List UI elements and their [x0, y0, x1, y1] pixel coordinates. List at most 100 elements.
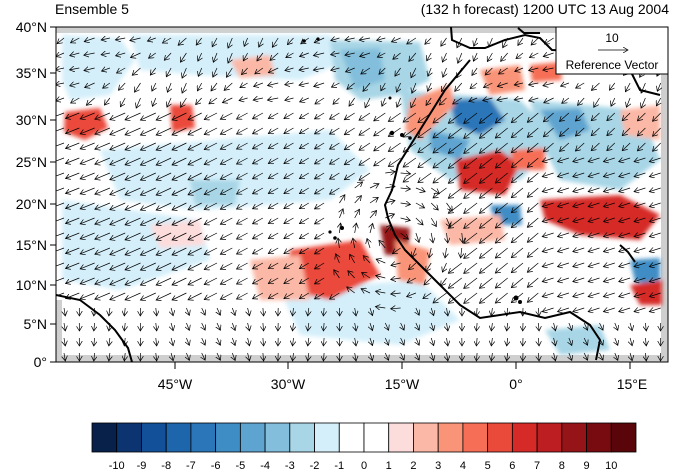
wind-vector — [212, 37, 218, 47]
wind-vector — [344, 172, 355, 180]
wind-vector — [124, 337, 125, 346]
wind-vector — [213, 67, 217, 77]
wind-vector — [433, 112, 447, 123]
wind-vector — [110, 247, 126, 255]
wind-vector — [391, 278, 401, 280]
wind-vector — [299, 157, 309, 164]
wind-vector — [268, 292, 279, 299]
wind-vector — [259, 37, 263, 47]
wind-vector — [140, 172, 156, 180]
wind-vector — [377, 38, 386, 40]
wind-vector — [360, 53, 371, 57]
wind-vector — [110, 187, 126, 195]
wind-vector — [220, 142, 233, 149]
wind-vector — [80, 217, 95, 224]
wind-vector — [634, 188, 646, 192]
wind-vector — [124, 307, 125, 316]
wind-vector — [268, 142, 279, 149]
wind-vector — [156, 217, 172, 225]
wind-vector — [293, 337, 294, 346]
wind-vector — [315, 262, 325, 269]
wind-vector — [426, 97, 432, 105]
wind-vector — [248, 307, 250, 316]
wind-vector — [415, 217, 423, 225]
wind-vector — [171, 352, 173, 361]
wind-vector — [407, 277, 417, 283]
wind-vector — [152, 97, 155, 106]
wind-vector — [442, 262, 446, 272]
wind-vector — [619, 158, 631, 162]
colorbar-box — [91, 422, 118, 453]
wind-vector — [204, 157, 218, 165]
wind-vector — [558, 218, 570, 222]
wind-vector — [603, 233, 615, 237]
wind-vector — [395, 67, 401, 76]
colorbar-box — [586, 422, 612, 453]
wind-vector — [202, 322, 206, 330]
wind-vector — [418, 142, 432, 153]
wind-vector — [204, 277, 218, 285]
lat-label-25n: 25°N — [16, 154, 47, 170]
colorbar-box — [462, 422, 489, 453]
wind-vector — [641, 82, 645, 93]
wind-vector — [558, 263, 570, 267]
wind-vector — [110, 217, 126, 225]
wind-vector — [202, 307, 206, 315]
wind-vector — [156, 112, 172, 120]
lon-label-0: 0° — [509, 376, 522, 392]
wind-vector — [554, 337, 556, 346]
wind-vector — [403, 157, 417, 167]
colorbar-box — [610, 422, 637, 453]
wind-vector — [323, 352, 324, 361]
wind-vector — [376, 259, 386, 263]
wind-vector — [94, 307, 95, 316]
wind-vector — [385, 225, 391, 234]
wind-vector — [542, 173, 554, 177]
wind-vector — [284, 217, 294, 224]
wind-vector — [345, 38, 355, 40]
wind-vector — [576, 82, 585, 88]
wind-vector — [578, 97, 585, 105]
wind-vector — [220, 112, 233, 119]
wind-vector — [299, 217, 309, 224]
wind-vector — [600, 337, 604, 345]
wind-vector — [637, 112, 646, 121]
wind-vector — [125, 202, 141, 210]
wind-vector — [299, 232, 309, 239]
wind-vector — [204, 187, 218, 195]
wind-vector — [448, 142, 463, 153]
wind-vector — [412, 247, 416, 257]
wind-vector — [479, 187, 493, 198]
wind-vector — [300, 53, 309, 57]
wind-vector — [237, 277, 248, 284]
wind-vector — [431, 352, 434, 361]
wind-vector — [529, 98, 539, 101]
wind-vector — [110, 262, 126, 270]
wind-vector — [188, 262, 202, 270]
wind-vector — [609, 82, 616, 90]
wind-vector — [253, 292, 264, 299]
wind-vector — [284, 202, 294, 209]
wind-vector — [507, 337, 508, 346]
wind-vector — [315, 247, 325, 254]
wind-vector — [483, 98, 493, 101]
wind-vector — [630, 352, 632, 361]
wind-vector — [344, 157, 355, 165]
wind-vector — [156, 142, 172, 150]
wind-vector — [479, 172, 493, 183]
wind-vector — [109, 352, 110, 361]
wind-vector — [607, 127, 616, 136]
wind-vector — [397, 97, 401, 107]
wind-vector — [603, 308, 615, 312]
wind-vector — [527, 232, 539, 242]
wind-vector — [172, 262, 187, 270]
wind-vector — [217, 337, 220, 345]
wind-vector — [188, 157, 202, 165]
wind-vector — [361, 67, 371, 74]
wind-vector — [110, 142, 126, 150]
wind-vector — [80, 172, 95, 179]
wind-vector — [80, 187, 95, 194]
wind-vector — [220, 172, 233, 179]
colorbar-label: 2 — [410, 460, 416, 471]
wind-vector — [285, 98, 294, 100]
